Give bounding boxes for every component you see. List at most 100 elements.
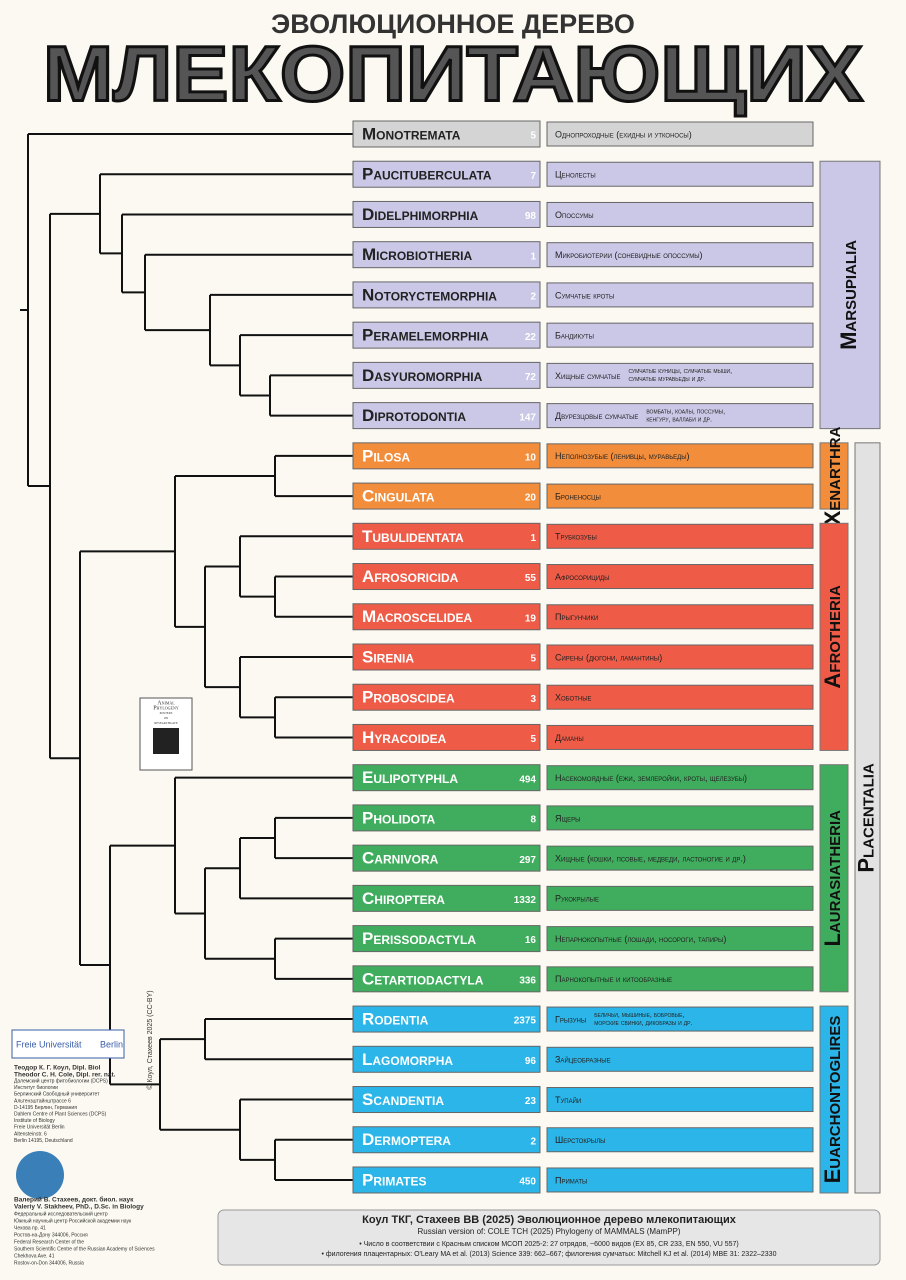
author-line: Southern Scientific Centre of the Russia… <box>14 1246 155 1252</box>
order-name: Peramelemorphia <box>362 326 489 345</box>
species-count: 3 <box>530 694 536 705</box>
author-line: Берлинский Свободный университет <box>14 1091 100 1098</box>
order-name: Tubulidentata <box>362 527 464 546</box>
clade-bar <box>819 764 849 993</box>
description-box <box>546 845 814 871</box>
description: Афросорициды <box>555 572 609 582</box>
order-name: Cingulata <box>362 487 435 506</box>
species-count: 2375 <box>514 1016 537 1027</box>
order-box <box>352 925 541 953</box>
author-line: Южный научный центр Российской академии … <box>14 1217 132 1224</box>
species-count: 72 <box>525 372 537 383</box>
order-box <box>352 522 541 550</box>
description: Непарнокопытные (лошади, носороги, тапир… <box>555 934 726 944</box>
description: Шерстокрылы <box>555 1135 605 1145</box>
description: Сирены (дюгони, ламантины) <box>555 652 662 662</box>
description-note: беличьи, мышиные, бобровые, <box>594 1012 684 1019</box>
author-line: Альтензштайнштрассе 6 <box>14 1097 71 1104</box>
description-note: морские свинки, дикобразы и др. <box>594 1020 692 1027</box>
description-box <box>546 282 814 308</box>
description: Рукокрылые <box>555 894 599 904</box>
author-line: Institute of Biology <box>14 1118 55 1124</box>
species-count: 55 <box>525 573 537 584</box>
order-name: Primates <box>362 1170 426 1189</box>
description: Бандикуты <box>555 331 594 341</box>
species-count: 2 <box>530 1136 536 1147</box>
species-count: 336 <box>519 975 536 986</box>
clade-name: Placentalia <box>853 763 878 873</box>
footer-box <box>217 1209 881 1266</box>
badge-text: researchgate <box>154 720 178 725</box>
species-count: 1 <box>530 533 536 544</box>
description-note: кенгуру, валлаби и др. <box>646 416 712 423</box>
description-box <box>546 966 814 992</box>
description-box <box>546 684 814 710</box>
title: МЛЕКОПИТАЮЩИХ <box>43 30 863 118</box>
author-line: Altensteinstr. 6 <box>14 1131 47 1137</box>
author-line: Чехова пр. 41 <box>14 1225 46 1231</box>
order-box <box>352 361 541 389</box>
footer-line: Коул ТКГ, Стахеев ВВ (2025) Эволюционное… <box>362 1214 737 1226</box>
description: Однопроходные (ехидны и утконосы) <box>555 129 692 139</box>
order-box <box>352 603 541 631</box>
description-box <box>546 1006 814 1032</box>
order-name: Pholidota <box>362 808 435 827</box>
description: Насекомоядные (ежи, землеройки, кроты, щ… <box>555 773 747 783</box>
description: Грызуны <box>555 1014 586 1024</box>
order-box <box>352 1166 541 1194</box>
description-box <box>546 644 814 670</box>
description: Хищные (кошки, псовые, медведи, ластоног… <box>555 854 746 864</box>
description-box <box>546 443 814 469</box>
footer-line: • Число в соответствии с Красным списком… <box>359 1241 739 1248</box>
order-name: Dermoptera <box>362 1130 451 1149</box>
clade-bar <box>819 1005 849 1194</box>
clade-name: Laurasiatheria <box>820 810 845 947</box>
description-box <box>546 564 814 590</box>
description-box <box>546 805 814 831</box>
order-name: Monotremata <box>362 124 461 143</box>
description-box <box>546 201 814 227</box>
order-name: Perissodactyla <box>362 929 476 948</box>
author-line: Federal Research Center of the <box>14 1239 84 1245</box>
description: Хоботные <box>555 693 592 703</box>
description-box <box>546 724 814 750</box>
copyright: © Коул, Стахеев 2025 (CC-BY) <box>146 990 154 1089</box>
order-box <box>352 482 541 510</box>
author-line: D-14195 Берлин, Германия <box>14 1105 77 1111</box>
description-box <box>546 885 814 911</box>
order-name: Diprotodontia <box>362 406 466 425</box>
order-name: Carnivora <box>362 849 439 868</box>
order-box <box>352 241 541 269</box>
badge-text: on <box>164 715 169 720</box>
clade-bar <box>819 442 849 510</box>
order-box <box>352 160 541 188</box>
order-box <box>352 563 541 591</box>
author-line: Berlin 14195, Deutschland <box>14 1138 73 1144</box>
author-line: Chekhova Ave. 41 <box>14 1253 55 1259</box>
species-count: 8 <box>530 815 536 826</box>
description-note: вомбаты, коалы, поссумы, <box>646 408 725 415</box>
tree <box>20 133 353 1181</box>
description-box <box>546 121 814 147</box>
order-box <box>352 683 541 711</box>
description-box <box>546 161 814 187</box>
species-count: 494 <box>519 774 536 785</box>
description: Даманы <box>555 733 584 743</box>
species-count: 450 <box>519 1177 536 1188</box>
order-name: Sirenia <box>362 647 414 666</box>
species-count: 1332 <box>514 895 537 906</box>
description: Броненосцы <box>555 491 601 501</box>
badge-text: posters <box>160 710 173 715</box>
clade-bar <box>819 522 849 751</box>
order-box <box>352 281 541 309</box>
species-count: 5 <box>530 734 536 745</box>
description: Опоссумы <box>555 210 594 220</box>
footer-line: • филогения плацентарных: O'Leary MA et … <box>322 1251 777 1258</box>
order-name: Macroscelidea <box>362 607 473 626</box>
description-box <box>546 242 814 268</box>
qr-code <box>153 728 179 754</box>
logo-emblem <box>16 1151 64 1199</box>
order-name: Afrosoricida <box>362 567 459 586</box>
description-box <box>546 926 814 952</box>
